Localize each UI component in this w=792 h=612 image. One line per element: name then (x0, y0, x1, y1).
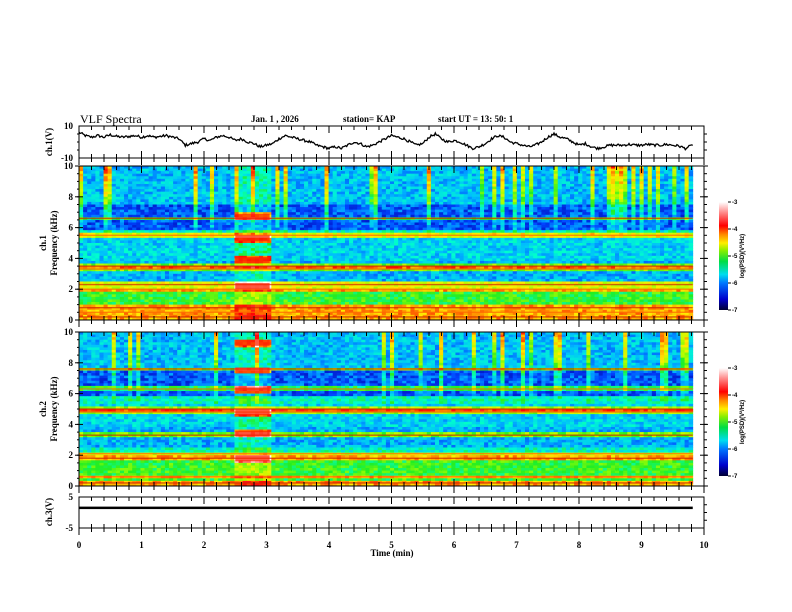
y-tick-label: 4 (69, 419, 74, 429)
y-tick-label: 4 (69, 253, 74, 263)
ch1-frequency-label: Frequency (kHz) (49, 210, 59, 275)
x-tick-label: 4 (327, 540, 332, 550)
x-tick-label: 1 (139, 540, 144, 550)
colorbar-gradient (719, 202, 728, 310)
ch3-waveform-ylabel: ch.3(V) (44, 498, 54, 526)
burst-band (235, 367, 270, 374)
colorbar-tick-label: -7 (732, 474, 738, 480)
x-tick-label: 8 (577, 540, 582, 550)
ch2-colorbar: -3 -4 -5 -6 -7 log(PSD)(V²/Hz) (719, 366, 746, 480)
y-tick-label: 8 (69, 358, 74, 368)
colorbar-tick-label: -7 (732, 308, 738, 314)
ch2-spectrogram-panel (79, 332, 694, 487)
burst-band (235, 455, 270, 462)
spectral-band-line (79, 408, 693, 410)
spectral-band-line (79, 311, 693, 313)
y-tick-label: 5 (69, 492, 74, 502)
spectral-band-line (79, 388, 693, 390)
colorbar-tick-label: -4 (732, 393, 738, 399)
burst-band (235, 409, 270, 416)
ch1-channel-label: ch.1 (38, 235, 48, 251)
colorbar-tick-label: -3 (732, 200, 738, 206)
ch3-waveform-band (79, 506, 693, 510)
spectral-band-line (79, 283, 693, 286)
x-tick-label: 7 (514, 540, 519, 550)
colorbar-label: log(PSD)(V²/Hz) (739, 400, 746, 444)
spectral-band-line (79, 411, 693, 413)
spectral-band-line (79, 265, 693, 267)
ch1-spectrogram-panel (79, 166, 694, 321)
ch1-waveform-line (78, 131, 693, 151)
ch1-spectrogram-ylabel: ch.1 Frequency (kHz) (38, 210, 59, 275)
y-tick-label: 2 (69, 450, 74, 460)
spectral-band-line (79, 452, 693, 455)
burst-band (235, 339, 270, 346)
spectral-band-line (79, 476, 693, 478)
x-tick-label: 5 (389, 540, 394, 550)
x-tick-label: 9 (639, 540, 644, 550)
burst-band (235, 235, 270, 242)
colorbar-tick-label: -4 (732, 227, 738, 233)
x-tick-label: 2 (202, 540, 207, 550)
y-tick-label: 10 (64, 121, 74, 131)
y-tick-label: -10 (61, 153, 73, 163)
y-tick-label: 0 (69, 315, 74, 325)
y-tick-label: 8 (69, 192, 74, 202)
ch1-colorbar: -3 -4 -5 -6 -7 log(PSD)(V²/Hz) (719, 200, 746, 314)
y-tick-label: -5 (66, 523, 74, 533)
ch1-waveform-panel (78, 131, 693, 151)
y-tick-label: 6 (69, 223, 74, 233)
spectral-band-line (79, 234, 693, 236)
ch2-channel-label: ch.2 (38, 401, 48, 417)
burst-band (235, 256, 270, 263)
start-ut-label: start UT = 13: 50: 1 (438, 114, 514, 124)
burst-band (235, 213, 270, 220)
colorbar-tick-label: -3 (732, 366, 738, 372)
ch2-frequency-label: Frequency (kHz) (49, 376, 59, 441)
spectral-band-line (79, 288, 693, 290)
x-tick-label: 3 (264, 540, 269, 550)
spectral-band-line (79, 482, 693, 484)
y-tick-label: 6 (69, 389, 74, 399)
spectral-band-line (79, 306, 693, 309)
ch2-spectrogram-ylabel: ch.2 Frequency (kHz) (38, 376, 59, 441)
spectral-band-line (79, 316, 693, 318)
colorbar-label: log(PSD)(V²/Hz) (739, 234, 746, 278)
colorbar-gradient (719, 368, 728, 476)
spectral-band-line (79, 368, 693, 370)
station-label: station= KAP (343, 114, 396, 124)
date-label: Jan. 1 , 2026 (251, 114, 299, 124)
time-axis-label: Time (min) (370, 548, 413, 558)
ch1-waveform-ylabel: ch.1(V) (44, 128, 54, 156)
x-tick-label: 0 (77, 540, 82, 550)
x-tick-label: 6 (452, 540, 457, 550)
colorbar-tick-label: -6 (732, 281, 738, 287)
colorbar-tick-label: -5 (732, 254, 738, 260)
colorbar-tick-label: -5 (732, 420, 738, 426)
spectral-band-line (79, 217, 693, 220)
y-tick-label: 10 (64, 161, 74, 171)
colorbar-tick-label: -6 (732, 447, 738, 453)
burst-band (235, 430, 270, 437)
burst-band (235, 387, 270, 394)
spectrogram-cells (79, 166, 694, 321)
y-tick-label: 2 (69, 284, 74, 294)
ch3-waveform-panel (79, 506, 693, 510)
x-tick-label: 10 (700, 540, 710, 550)
burst-band (235, 283, 270, 290)
spectral-band-line (79, 434, 693, 436)
spectral-band-line (79, 268, 693, 270)
y-tick-label: 10 (64, 327, 74, 337)
y-tick-label: 0 (69, 481, 74, 491)
spectral-band-line (79, 457, 693, 459)
figure-title: VLF Spectra (80, 112, 142, 126)
